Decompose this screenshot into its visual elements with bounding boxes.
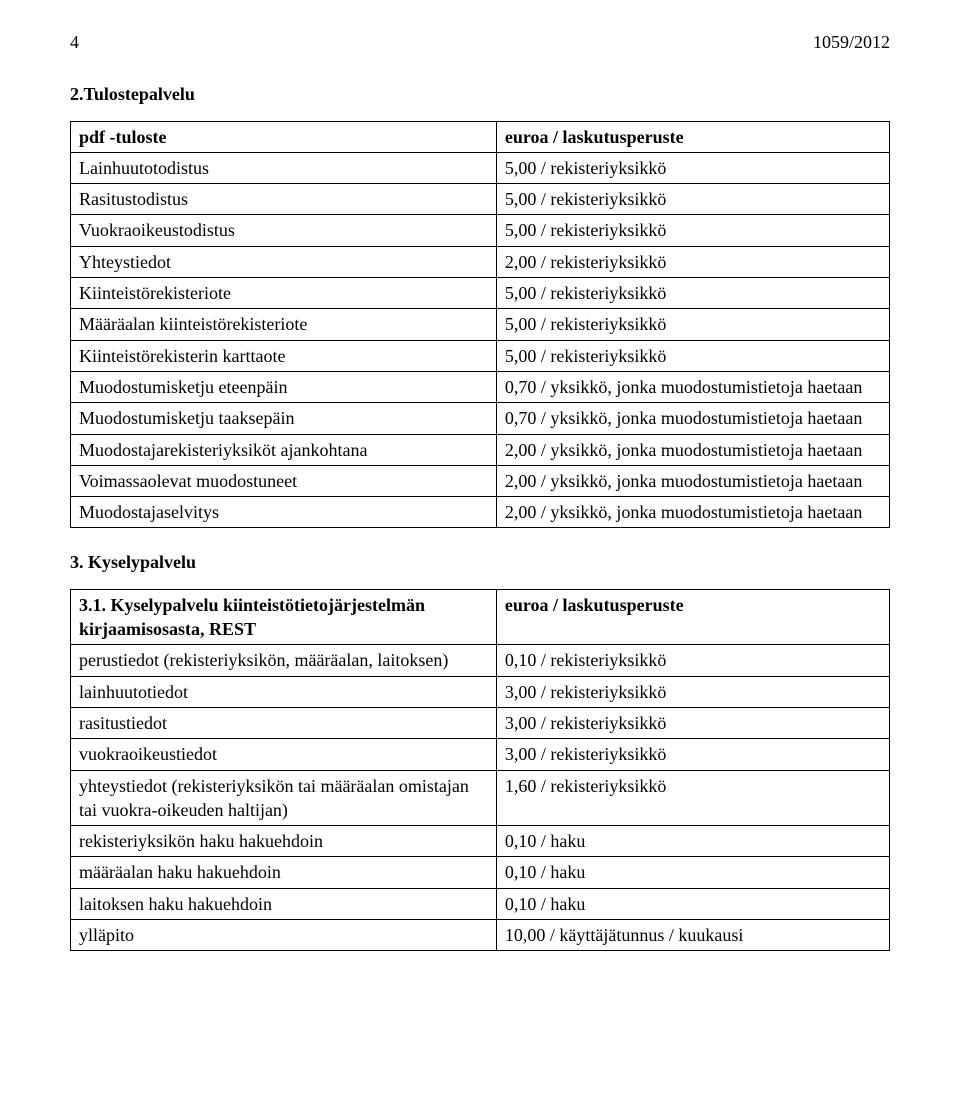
- cell-label: pdf -tuloste: [71, 121, 497, 152]
- table-row: Muodostumisketju taaksepäin0,70 / yksikk…: [71, 403, 890, 434]
- cell-label: Kiinteistörekisterin karttaote: [71, 340, 497, 371]
- cell-label: yhteystiedot (rekisteriyksikön tai määrä…: [71, 770, 497, 826]
- table-kyselypalvelu: 3.1. Kyselypalvelu kiinteistötietojärjes…: [70, 589, 890, 952]
- cell-label: Muodostajarekisteriyksiköt ajankohtana: [71, 434, 497, 465]
- table-row: rasitustiedot3,00 / rekisteriyksikkö: [71, 707, 890, 738]
- table-row: pdf -tulosteeuroa / laskutusperuste: [71, 121, 890, 152]
- cell-value: 0,10 / haku: [496, 857, 889, 888]
- cell-label: Kiinteistörekisteriote: [71, 278, 497, 309]
- cell-value: 5,00 / rekisteriyksikkö: [496, 215, 889, 246]
- table-row: 3.1. Kyselypalvelu kiinteistötietojärjes…: [71, 589, 890, 645]
- document-reference: 1059/2012: [813, 30, 890, 54]
- page-number: 4: [70, 30, 79, 54]
- table-row: määräalan haku hakuehdoin0,10 / haku: [71, 857, 890, 888]
- cell-label: ylläpito: [71, 920, 497, 951]
- cell-value: 1,60 / rekisteriyksikkö: [496, 770, 889, 826]
- cell-value: 2,00 / yksikkö, jonka muodostumistietoja…: [496, 497, 889, 528]
- table-row: Yhteystiedot2,00 / rekisteriyksikkö: [71, 246, 890, 277]
- cell-label: Määräalan kiinteistörekisteriote: [71, 309, 497, 340]
- cell-label: Yhteystiedot: [71, 246, 497, 277]
- cell-label: rasitustiedot: [71, 707, 497, 738]
- cell-label: Vuokraoikeustodistus: [71, 215, 497, 246]
- cell-label: Lainhuutotodistus: [71, 152, 497, 183]
- table-row: Kiinteistörekisterin karttaote5,00 / rek…: [71, 340, 890, 371]
- cell-value: 0,70 / yksikkö, jonka muodostumistietoja…: [496, 403, 889, 434]
- cell-label: määräalan haku hakuehdoin: [71, 857, 497, 888]
- cell-label: Muodostajaselvitys: [71, 497, 497, 528]
- cell-label: Voimassaolevat muodostuneet: [71, 465, 497, 496]
- cell-value: 2,00 / yksikkö, jonka muodostumistietoja…: [496, 434, 889, 465]
- cell-value: 5,00 / rekisteriyksikkö: [496, 309, 889, 340]
- table-row: perustiedot (rekisteriyksikön, määräalan…: [71, 645, 890, 676]
- cell-value: 0,10 / rekisteriyksikkö: [496, 645, 889, 676]
- cell-value: 3,00 / rekisteriyksikkö: [496, 707, 889, 738]
- table-row: Kiinteistörekisteriote5,00 / rekisteriyk…: [71, 278, 890, 309]
- cell-value: 0,10 / haku: [496, 826, 889, 857]
- cell-label: laitoksen haku hakuehdoin: [71, 888, 497, 919]
- cell-label: rekisteriyksikön haku hakuehdoin: [71, 826, 497, 857]
- cell-value: 5,00 / rekisteriyksikkö: [496, 152, 889, 183]
- table-row: Vuokraoikeustodistus5,00 / rekisteriyksi…: [71, 215, 890, 246]
- cell-value: 3,00 / rekisteriyksikkö: [496, 739, 889, 770]
- table-row: Muodostumisketju eteenpäin0,70 / yksikkö…: [71, 371, 890, 402]
- table-row: Muodostajarekisteriyksiköt ajankohtana2,…: [71, 434, 890, 465]
- table-row: Voimassaolevat muodostuneet2,00 / yksikk…: [71, 465, 890, 496]
- table-row: rekisteriyksikön haku hakuehdoin0,10 / h…: [71, 826, 890, 857]
- table-row: yhteystiedot (rekisteriyksikön tai määrä…: [71, 770, 890, 826]
- cell-label: Muodostumisketju taaksepäin: [71, 403, 497, 434]
- cell-value: 0,70 / yksikkö, jonka muodostumistietoja…: [496, 371, 889, 402]
- cell-value: euroa / laskutusperuste: [496, 121, 889, 152]
- cell-value: 5,00 / rekisteriyksikkö: [496, 278, 889, 309]
- table-row: vuokraoikeustiedot3,00 / rekisteriyksikk…: [71, 739, 890, 770]
- table-row: laitoksen haku hakuehdoin0,10 / haku: [71, 888, 890, 919]
- table-row: Rasitustodistus5,00 / rekisteriyksikkö: [71, 184, 890, 215]
- table-row: ylläpito10,00 / käyttäjätunnus / kuukaus…: [71, 920, 890, 951]
- cell-value: 2,00 / rekisteriyksikkö: [496, 246, 889, 277]
- cell-value: 5,00 / rekisteriyksikkö: [496, 340, 889, 371]
- cell-value: euroa / laskutusperuste: [496, 589, 889, 645]
- cell-label: lainhuutotiedot: [71, 676, 497, 707]
- section-2-heading: 2.Tulostepalvelu: [70, 82, 890, 106]
- table-row: lainhuutotiedot3,00 / rekisteriyksikkö: [71, 676, 890, 707]
- cell-label: 3.1. Kyselypalvelu kiinteistötietojärjes…: [71, 589, 497, 645]
- table-row: Määräalan kiinteistörekisteriote5,00 / r…: [71, 309, 890, 340]
- cell-value: 5,00 / rekisteriyksikkö: [496, 184, 889, 215]
- cell-label: Rasitustodistus: [71, 184, 497, 215]
- cell-value: 3,00 / rekisteriyksikkö: [496, 676, 889, 707]
- cell-label: Muodostumisketju eteenpäin: [71, 371, 497, 402]
- cell-label: vuokraoikeustiedot: [71, 739, 497, 770]
- table-tulostepalvelu: pdf -tulosteeuroa / laskutusperusteLainh…: [70, 121, 890, 529]
- cell-label: perustiedot (rekisteriyksikön, määräalan…: [71, 645, 497, 676]
- cell-value: 10,00 / käyttäjätunnus / kuukausi: [496, 920, 889, 951]
- section-3-heading: 3. Kyselypalvelu: [70, 550, 890, 574]
- page-header: 4 1059/2012: [70, 30, 890, 54]
- cell-value: 0,10 / haku: [496, 888, 889, 919]
- table-row: Lainhuutotodistus5,00 / rekisteriyksikkö: [71, 152, 890, 183]
- table-row: Muodostajaselvitys2,00 / yksikkö, jonka …: [71, 497, 890, 528]
- cell-value: 2,00 / yksikkö, jonka muodostumistietoja…: [496, 465, 889, 496]
